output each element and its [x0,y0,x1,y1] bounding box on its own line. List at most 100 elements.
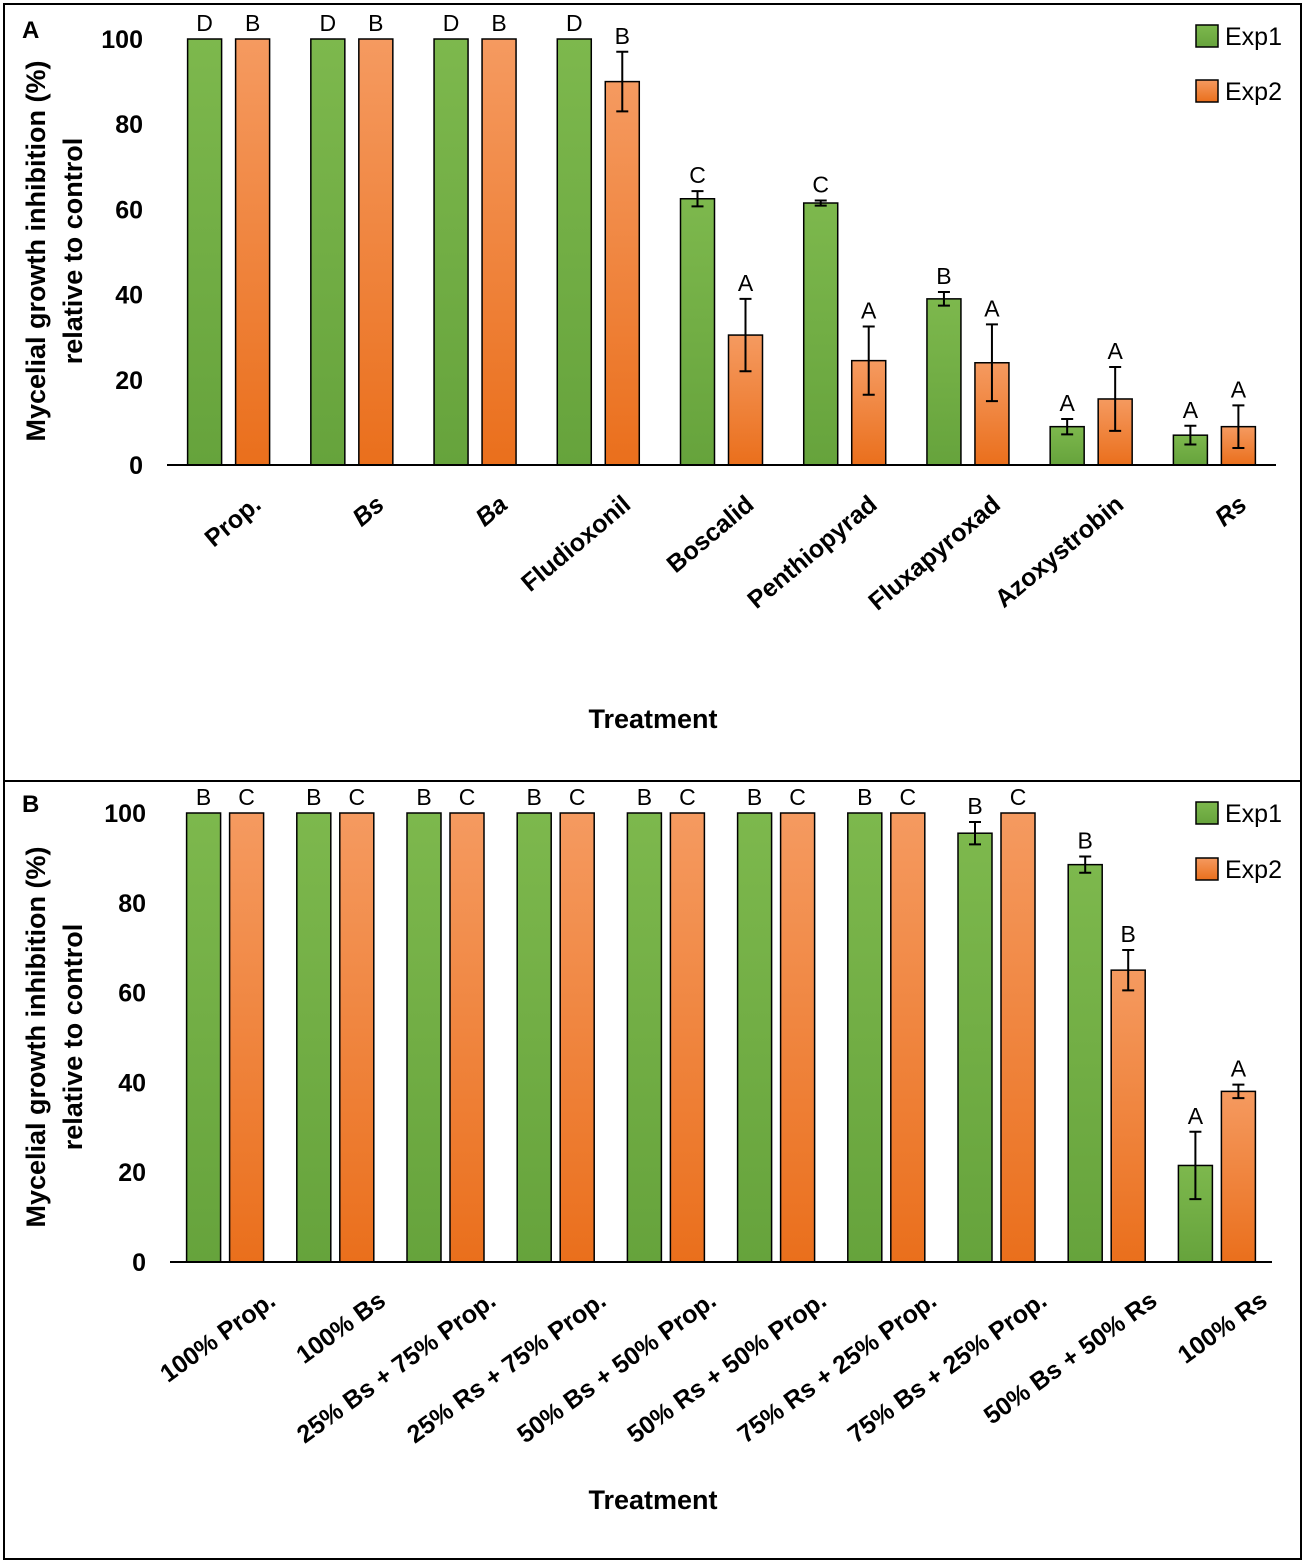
x-tick-label: Fludioxonil [516,490,636,597]
panel-b-ylabel-line2: relative to control [58,924,88,1151]
significance-letter: C [348,784,365,810]
bar-exp1 [1067,863,1103,1263]
bar-exp2 [604,80,641,466]
y-tick-label: 40 [115,282,143,310]
x-tick-label: Fluxapyroxad [863,490,1006,616]
panel-a-ylabel-line1: Mycelial growth inhibition (%) [21,61,51,442]
bar-exp2 [481,38,517,466]
significance-letter: B [416,784,431,810]
significance-letter: D [196,10,213,36]
x-tick-label: Ba [470,490,513,532]
significance-letter: A [1188,1103,1204,1129]
panel-a: A Mycelial growth inhibition (%) relativ… [3,3,1302,782]
x-tick-label: 50% Bs + 50% Prop. [512,1286,721,1449]
significance-letter: B [368,10,383,36]
panel-a-ylabel-line2: relative to control [58,138,88,365]
x-tick-label: Prop. [200,490,267,553]
significance-letter: A [984,295,1000,321]
y-tick-label: 100 [104,800,146,828]
legend-swatch-exp2 [1195,857,1219,881]
y-tick-label: 20 [118,1159,146,1187]
x-tick-label: Bs [347,490,390,532]
x-tick-label: Boscalid [662,490,760,578]
error-bar [1232,404,1245,449]
significance-letter: A [1107,338,1123,364]
significance-letter: B [936,263,951,289]
error-bar [937,291,950,307]
x-tick-label: 100% Rs [1173,1286,1273,1369]
error-bar [985,323,998,403]
error-bar [1122,948,1135,992]
bar-exp1 [296,812,332,1263]
significance-letter: B [637,784,652,810]
panel-b-frame [3,780,1302,1560]
error-bar [616,50,629,113]
significance-letter: A [1231,376,1247,402]
bar-exp2 [1220,1090,1257,1263]
panel-a-tag: A [22,17,39,44]
error-bar [814,199,827,207]
bar-exp2 [358,38,394,466]
significance-letter: B [491,10,506,36]
y-tick-label: 100 [101,26,143,54]
bar-exp1 [185,812,222,1263]
bar-exp2 [1000,812,1036,1263]
significance-letter: B [1121,921,1136,947]
bar-exp1 [186,38,223,466]
bar-exp1 [847,812,883,1263]
error-bar [691,190,704,208]
significance-letter: B [306,784,321,810]
x-tick-label: 75% Bs + 25% Prop. [843,1286,1052,1449]
panel-b-legend: Exp1 Exp2 [1195,800,1282,884]
bar-exp1 [556,38,593,466]
x-tick-label: Penthiopyrad [742,490,882,614]
y-tick-label: 0 [129,452,143,480]
legend-label-exp1: Exp1 [1225,23,1282,51]
error-bar [969,820,981,846]
bar-exp2 [779,812,816,1263]
panel-a-plot: 0 20 40 60 80 100 D B Prop. D B Bs D B Ba D B Fludioxonil… [101,10,1276,616]
bar-exp1 [957,832,993,1263]
legend-label-exp1: Exp1 [1225,800,1282,828]
significance-letter: D [443,10,460,36]
bar-exp1 [679,198,716,466]
significance-letter: C [679,784,696,810]
significance-letter: B [967,793,982,819]
y-tick-label: 60 [115,196,143,224]
legend-swatch-exp2 [1195,79,1219,103]
significance-letter: C [459,784,476,810]
bar-exp2 [339,812,375,1263]
bar-exp2 [1110,969,1146,1263]
bar-exp1 [926,298,962,466]
bar-exp2 [234,38,271,466]
significance-letter: A [861,298,877,324]
x-tick-label: 50% Rs + 50% Prop. [622,1286,831,1449]
panel-a-xlabel: Treatment [588,704,717,734]
significance-letter: C [1010,784,1027,810]
bar-exp2 [228,812,265,1263]
significance-letter: C [689,162,706,188]
error-bar [862,325,875,396]
bar-exp2 [449,812,485,1263]
panel-b-tag: B [22,791,39,818]
error-bar [1189,1130,1202,1201]
bar-exp1 [406,812,442,1263]
legend-label-exp2: Exp2 [1225,856,1282,884]
significance-letter: B [615,23,630,49]
significance-letter: C [899,784,916,810]
bar-exp1 [626,812,663,1263]
significance-letter: B [527,784,542,810]
x-tick-label: 100% Bs [291,1286,391,1369]
significance-letter: C [238,784,255,810]
panel-a-legend: Exp1 Exp2 [1195,23,1282,106]
significance-letter: D [566,10,583,36]
error-bar [1232,1083,1245,1100]
x-tick-label: 25% Rs + 75% Prop. [402,1286,611,1449]
significance-letter: A [1183,397,1199,423]
panel-b-ylabel-line1: Mycelial growth inhibition (%) [21,847,51,1228]
x-tick-label: 100% Prop. [155,1286,280,1388]
significance-letter: B [1078,828,1093,854]
significance-letter: A [1059,390,1075,416]
bar-exp2 [559,812,595,1263]
legend-label-exp2: Exp2 [1225,78,1282,106]
